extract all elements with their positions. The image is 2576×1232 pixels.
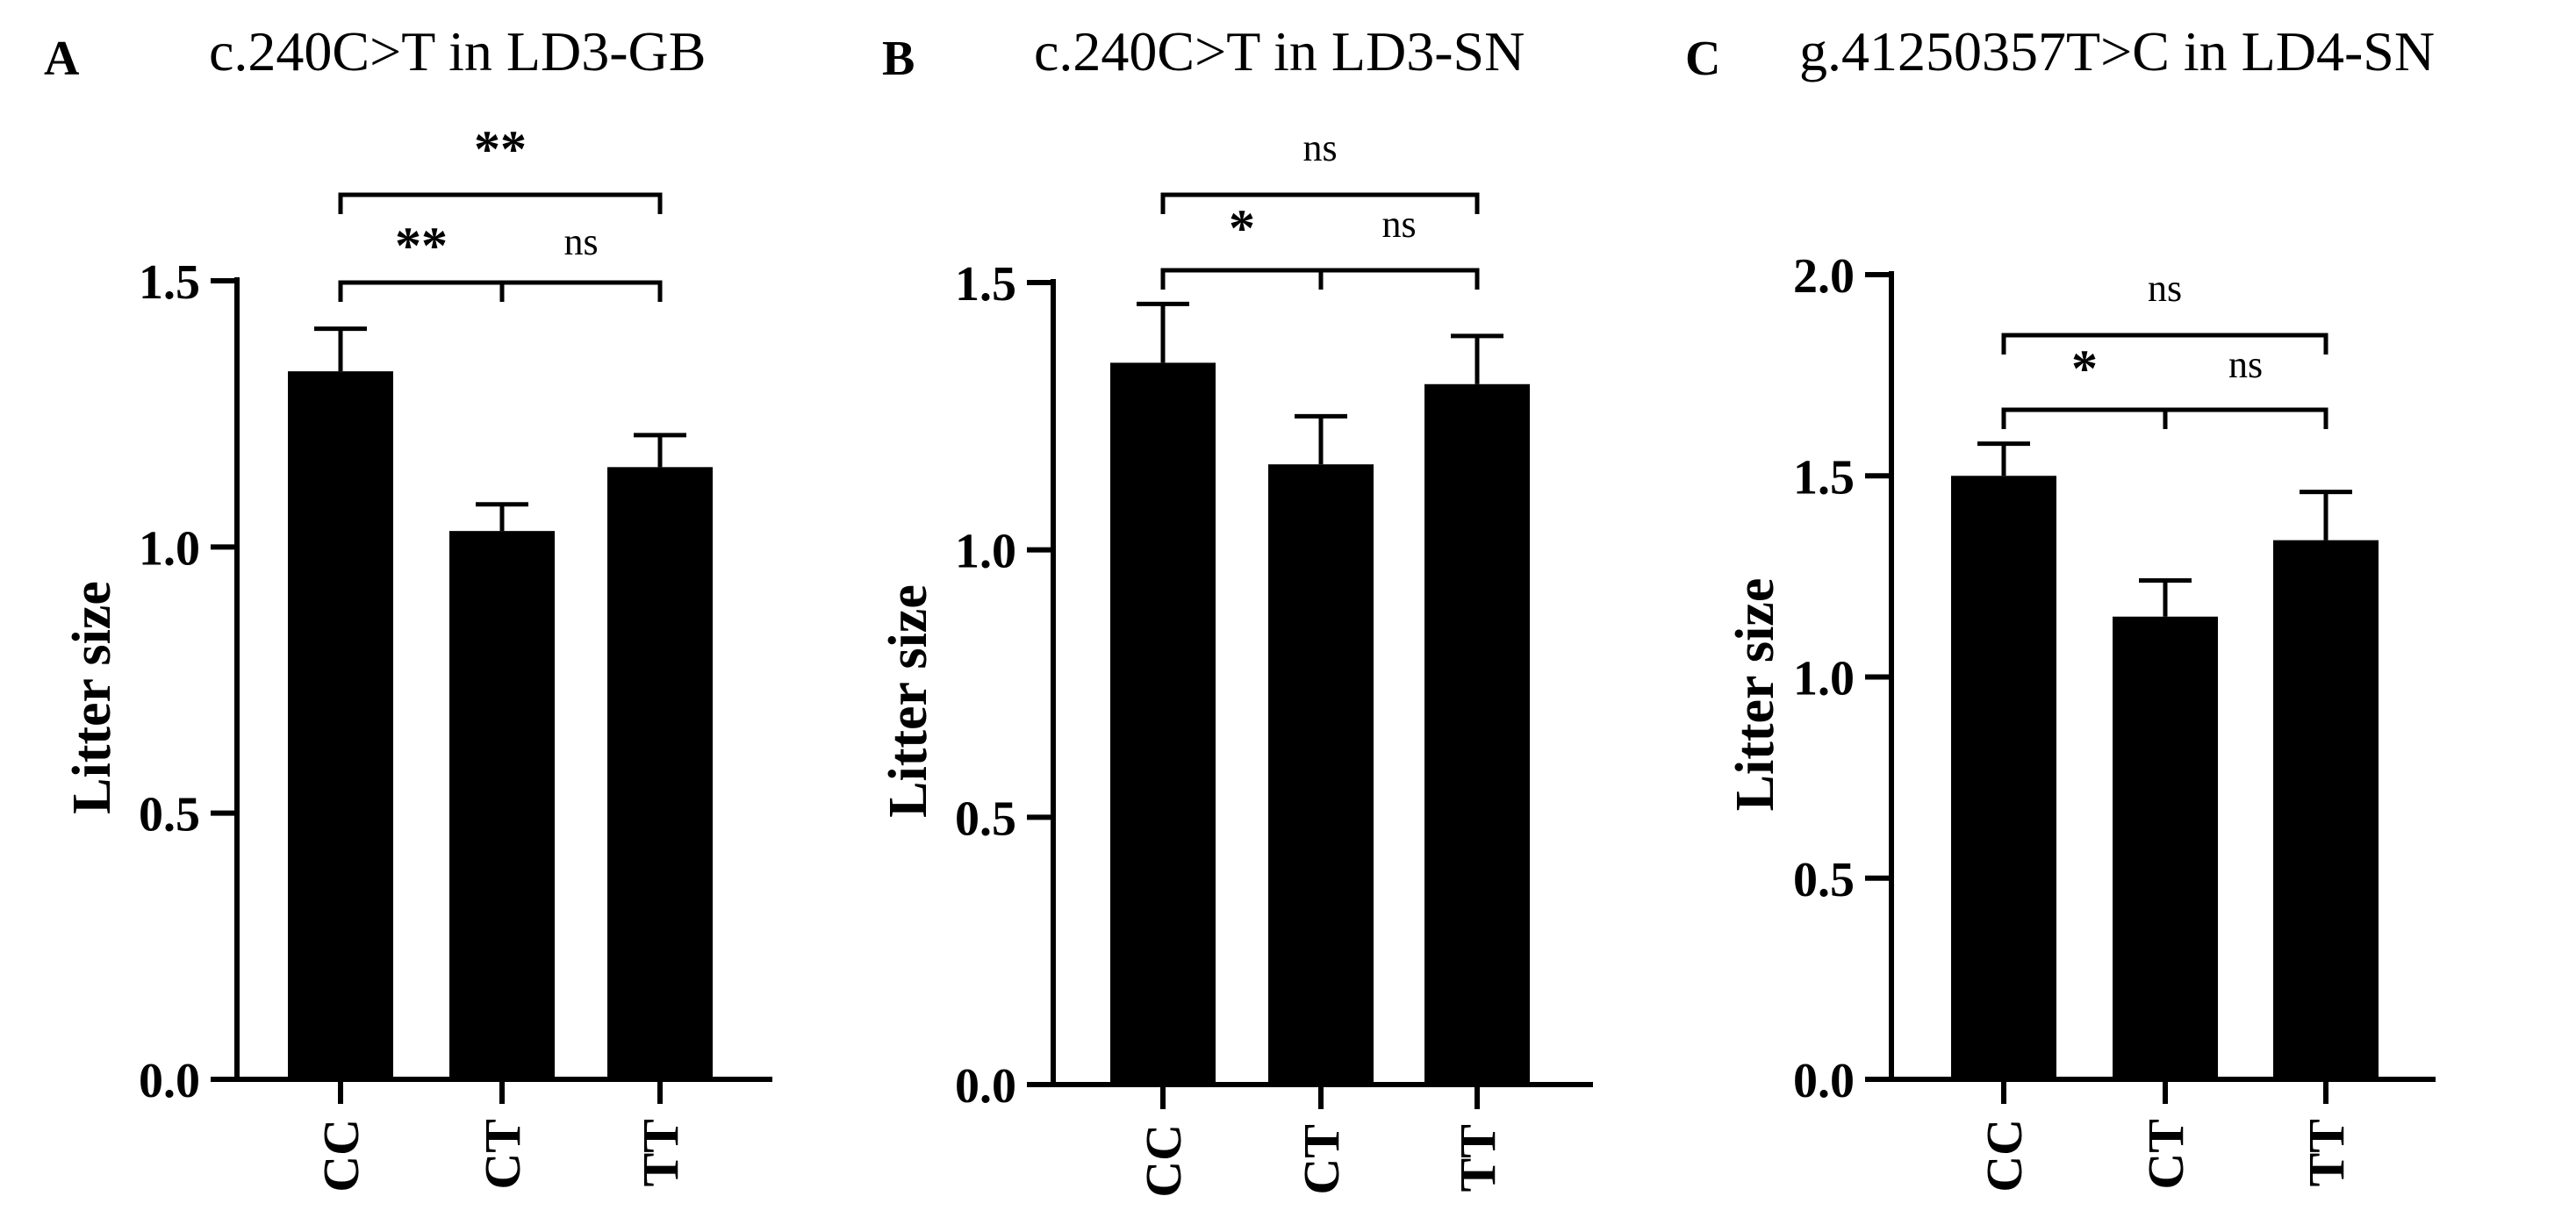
significance-bracket bbox=[1160, 192, 1480, 214]
x-tick-label: CC bbox=[1135, 1124, 1192, 1198]
y-axis-label: Litter size bbox=[62, 581, 122, 814]
x-tick-label: CT bbox=[1293, 1124, 1350, 1195]
x-tick-label: TT bbox=[632, 1119, 689, 1186]
y-tick-label: 0.0 bbox=[1793, 1054, 1855, 1108]
bar-cc bbox=[288, 371, 393, 1080]
x-tick-label: CT bbox=[474, 1119, 531, 1190]
bar-tt bbox=[2273, 540, 2379, 1079]
y-axis-label: Litter size bbox=[879, 584, 938, 818]
bar-tt bbox=[1424, 383, 1530, 1085]
x-tick-label: CC bbox=[312, 1119, 370, 1193]
y-tick-label: 1.0 bbox=[955, 525, 1016, 579]
significance-bracket bbox=[338, 192, 663, 214]
y-tick-label: 0.0 bbox=[955, 1059, 1016, 1114]
significance-bracket bbox=[1160, 268, 1480, 290]
significance-bracket bbox=[2001, 407, 2328, 429]
x-tick-label: CC bbox=[1976, 1119, 2033, 1193]
x-tick-label: TT bbox=[2298, 1119, 2355, 1186]
y-tick-label: 0.0 bbox=[139, 1054, 200, 1108]
y-tick-label: 1.5 bbox=[139, 255, 200, 310]
panel-letter: C bbox=[1685, 32, 1720, 86]
bar-tt bbox=[607, 467, 713, 1079]
significance-bracket bbox=[338, 280, 663, 302]
significance-label: ns bbox=[2228, 343, 2263, 386]
y-tick-label: 0.5 bbox=[139, 788, 200, 842]
chart-title: g.41250357T>C in LD4-SN bbox=[1799, 20, 2435, 82]
significance-label: ** bbox=[474, 120, 527, 178]
y-tick-label: 0.5 bbox=[955, 791, 1016, 846]
significance-label: ns bbox=[1302, 126, 1337, 169]
significance-label: * bbox=[1229, 199, 1255, 257]
bar-ct bbox=[1268, 464, 1374, 1085]
bar-cc bbox=[1951, 476, 2056, 1079]
bar-ct bbox=[449, 531, 555, 1079]
x-tick-label: CT bbox=[2137, 1119, 2194, 1190]
significance-label: ns bbox=[563, 220, 598, 263]
panel-letter: B bbox=[882, 32, 915, 86]
y-tick-label: 0.5 bbox=[1793, 853, 1855, 907]
significance-label: ns bbox=[2148, 267, 2182, 310]
x-tick-label: TT bbox=[1449, 1124, 1506, 1192]
chart-title: c.240C>T in LD3-SN bbox=[1034, 20, 1525, 82]
significance-bracket bbox=[2001, 333, 2328, 355]
y-tick-label: 1.0 bbox=[139, 521, 200, 576]
panel-letter: A bbox=[44, 32, 80, 86]
y-axis-label: Litter size bbox=[1726, 578, 1785, 812]
y-tick-label: 1.0 bbox=[1793, 652, 1855, 706]
chart-title: c.240C>T in LD3-GB bbox=[209, 20, 706, 82]
y-tick-label: 1.5 bbox=[1793, 450, 1855, 505]
significance-label: ns bbox=[1381, 203, 1416, 246]
significance-label: ** bbox=[395, 217, 448, 275]
bar-ct bbox=[2113, 616, 2218, 1079]
significance-label: * bbox=[2071, 340, 2098, 398]
y-tick-label: 1.5 bbox=[955, 257, 1016, 312]
y-tick-label: 2.0 bbox=[1793, 249, 1855, 304]
bar-cc bbox=[1110, 362, 1216, 1085]
